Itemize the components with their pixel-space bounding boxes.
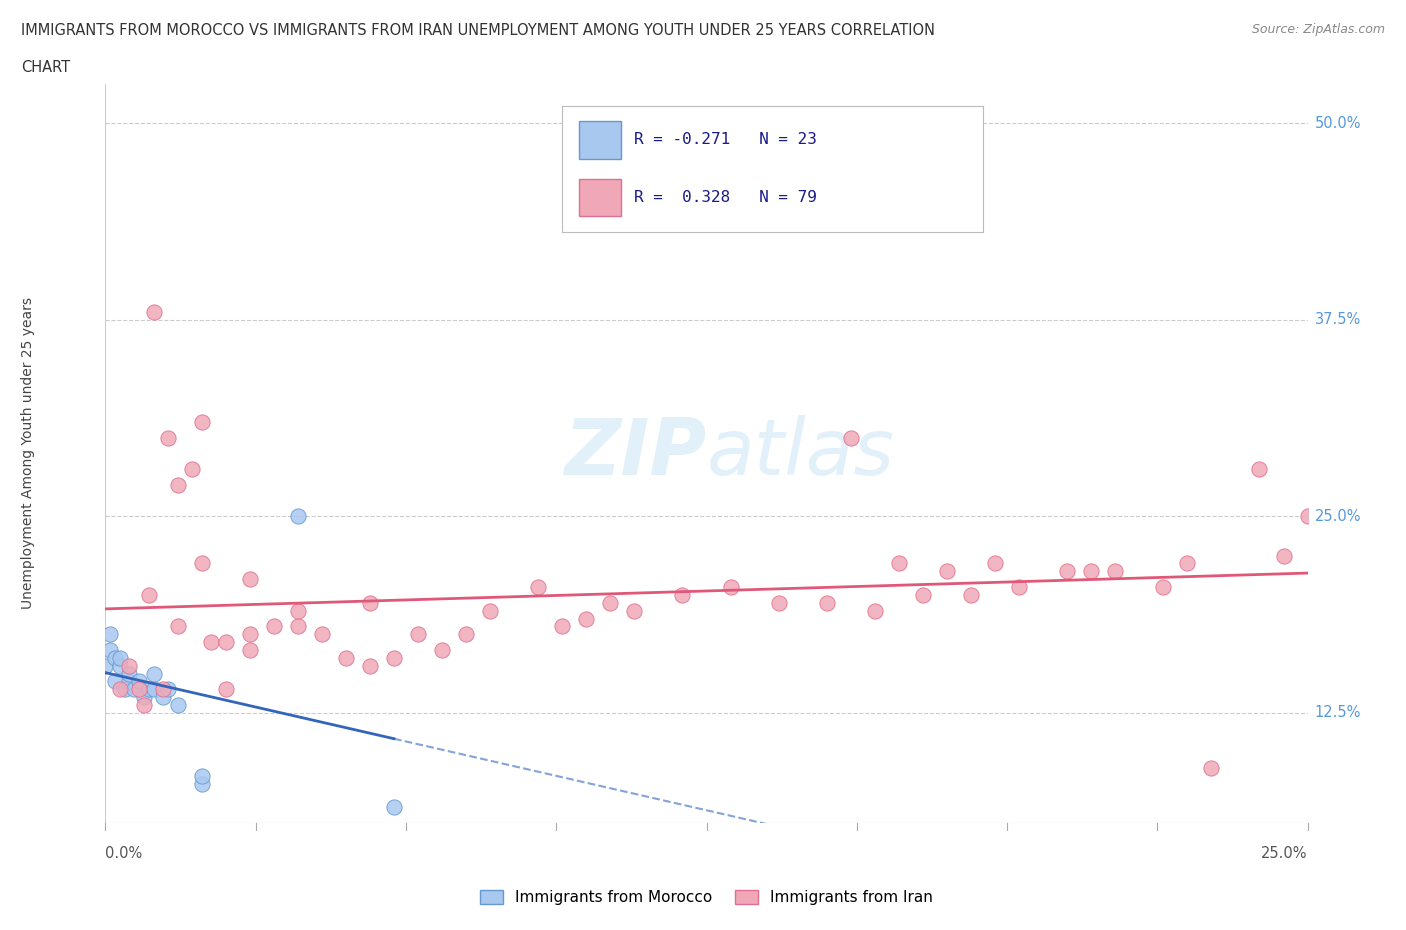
Point (551, 619, 574, 634)
Point (1296, 509, 1319, 524)
Text: Source: ZipAtlas.com: Source: ZipAtlas.com (1251, 23, 1385, 36)
Point (839, 431, 862, 445)
Point (768, 595, 790, 610)
Point (200, 634, 222, 649)
Point (138, 682, 160, 697)
Point (984, 556, 1007, 571)
Text: atlas: atlas (707, 416, 894, 491)
Point (142, 666, 165, 681)
Text: CHART: CHART (21, 60, 70, 75)
Point (1008, 579, 1031, 594)
Point (214, 634, 236, 649)
Point (108, 682, 131, 697)
Point (166, 698, 188, 712)
Point (104, 650, 127, 665)
Point (527, 579, 550, 594)
Point (382, 650, 405, 665)
Point (1104, 564, 1126, 578)
Text: IMMIGRANTS FROM MOROCCO VS IMMIGRANTS FROM IRAN UNEMPLOYMENT AMONG YOUTH UNDER 2: IMMIGRANTS FROM MOROCCO VS IMMIGRANTS FR… (21, 23, 935, 38)
Point (190, 777, 212, 791)
Point (359, 595, 381, 610)
Point (94, 658, 117, 673)
Point (382, 800, 405, 815)
Text: 37.5%: 37.5% (1315, 312, 1361, 327)
Point (287, 619, 309, 634)
Point (166, 477, 188, 492)
Point (239, 572, 262, 587)
Text: Unemployment Among Youth under 25 years: Unemployment Among Youth under 25 years (21, 298, 35, 609)
Point (156, 682, 179, 697)
Point (132, 698, 155, 712)
Point (815, 595, 838, 610)
Point (671, 588, 693, 603)
Point (156, 431, 179, 445)
Point (887, 556, 910, 571)
Point (335, 650, 357, 665)
Point (1201, 761, 1223, 776)
Point (152, 690, 174, 705)
Point (599, 595, 621, 610)
Point (124, 682, 146, 697)
Point (108, 658, 131, 673)
Point (287, 604, 309, 618)
Text: 50.0%: 50.0% (1315, 115, 1361, 130)
Text: 0.0%: 0.0% (105, 846, 142, 861)
Text: ZIP: ZIP (564, 416, 707, 491)
Point (960, 588, 983, 603)
Point (430, 643, 453, 658)
Point (263, 619, 285, 634)
Point (118, 674, 141, 689)
Point (1152, 579, 1174, 594)
Point (406, 627, 429, 642)
Point (1175, 556, 1198, 571)
Point (98, 627, 121, 642)
Point (104, 674, 127, 689)
Point (720, 579, 742, 594)
Point (239, 643, 262, 658)
Point (575, 611, 598, 626)
Point (454, 627, 477, 642)
Point (190, 768, 212, 783)
Point (114, 682, 136, 697)
Point (359, 658, 381, 673)
Point (863, 604, 886, 618)
Text: 12.5%: 12.5% (1315, 706, 1361, 721)
Point (128, 682, 150, 697)
Text: 25.0%: 25.0% (1261, 846, 1308, 861)
Point (128, 674, 150, 689)
Point (138, 588, 160, 603)
Point (214, 682, 236, 697)
Point (142, 304, 165, 319)
Point (190, 556, 212, 571)
Point (936, 564, 959, 578)
Point (239, 627, 262, 642)
Point (287, 509, 309, 524)
Point (479, 604, 502, 618)
Point (623, 604, 645, 618)
Legend: Immigrants from Morocco, Immigrants from Iran: Immigrants from Morocco, Immigrants from… (474, 884, 939, 911)
Point (142, 682, 165, 697)
Point (132, 690, 155, 705)
Point (181, 461, 204, 476)
Point (152, 682, 174, 697)
Point (98, 643, 121, 658)
Point (108, 650, 131, 665)
Point (1249, 461, 1271, 476)
Point (118, 658, 141, 673)
Point (1056, 564, 1078, 578)
Point (118, 666, 141, 681)
Point (1272, 548, 1295, 563)
Point (1080, 564, 1102, 578)
Point (166, 619, 188, 634)
Text: 25.0%: 25.0% (1315, 509, 1361, 524)
Point (311, 627, 333, 642)
Point (911, 588, 934, 603)
Point (190, 415, 212, 430)
